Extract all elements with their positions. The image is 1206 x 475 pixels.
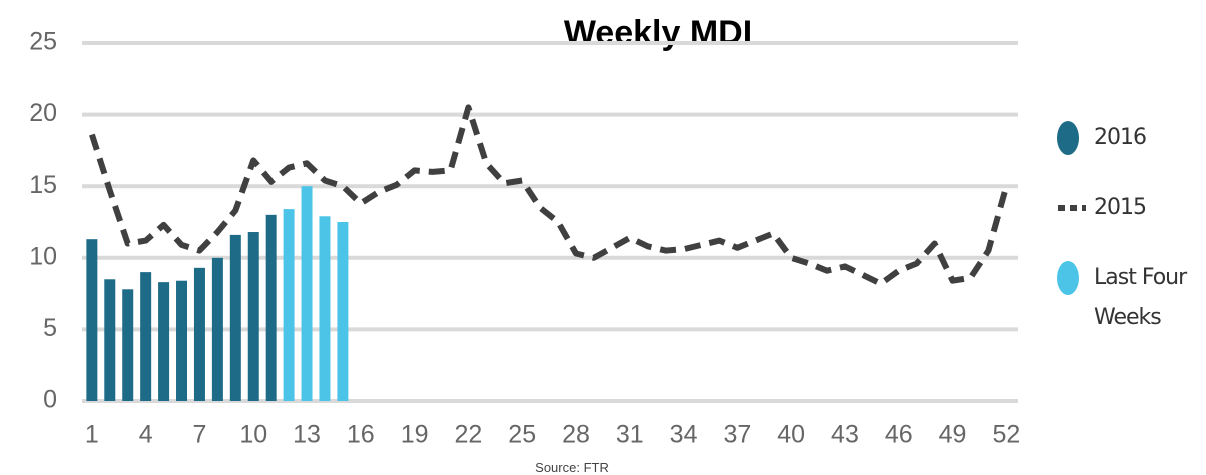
- bar: [140, 272, 152, 401]
- legend-marker: [1058, 205, 1086, 211]
- bar: [86, 239, 98, 401]
- legend-oval: [1057, 261, 1079, 295]
- legend-label: Last Four Weeks: [1094, 265, 1187, 330]
- y-tick-label: 5: [43, 314, 57, 342]
- bar: [211, 257, 223, 401]
- x-tick-label: 28: [562, 421, 590, 449]
- line-2015: [89, 104, 1010, 287]
- legend-item: 2016: [1056, 118, 1196, 158]
- legend-marker: [1057, 121, 1079, 155]
- y-tick-label: 15: [29, 171, 57, 199]
- x-tick-label: 1: [85, 421, 99, 449]
- legend: 2016 2015 Last Four Weeks: [1056, 118, 1196, 368]
- x-tick-label: 49: [939, 421, 967, 449]
- legend-item: 2015: [1056, 188, 1196, 228]
- x-tick-label: 10: [239, 421, 267, 449]
- legend-oval: [1057, 121, 1079, 155]
- legend-swatch: [1056, 258, 1094, 298]
- legend-label: 2016: [1094, 125, 1147, 150]
- x-tick-label: 34: [670, 421, 698, 449]
- bar: [176, 280, 188, 401]
- x-tick-label: 46: [885, 421, 913, 449]
- x-tick-label: 7: [192, 421, 206, 449]
- legend-marker: [1057, 261, 1079, 295]
- x-tick-label: 22: [455, 421, 483, 449]
- y-tick-label: 0: [43, 386, 57, 414]
- bar: [265, 214, 277, 401]
- x-tick-label: 43: [831, 421, 859, 449]
- bar: [337, 222, 349, 401]
- bar: [229, 234, 241, 401]
- legend-label: 2015: [1094, 195, 1147, 220]
- bar: [283, 209, 295, 401]
- bar: [158, 282, 170, 401]
- x-tick-label: 40: [777, 421, 805, 449]
- legend-swatch: [1056, 118, 1094, 158]
- y-tick-label: 10: [29, 242, 57, 270]
- x-tick-label: 25: [508, 421, 536, 449]
- bar: [247, 232, 259, 401]
- x-tick-label: 4: [139, 421, 153, 449]
- chart-title: Weekly MDI: [564, 14, 752, 52]
- y-tick-label: 20: [29, 99, 57, 127]
- legend-item: Last Four Weeks: [1056, 258, 1196, 338]
- bar: [193, 267, 205, 401]
- bar: [301, 186, 313, 401]
- legend-swatch: [1056, 188, 1094, 228]
- x-tick-label: 13: [293, 421, 321, 449]
- x-tick-label: 52: [992, 421, 1020, 449]
- x-tick-label: 19: [401, 421, 429, 449]
- y-tick-label: 25: [29, 28, 57, 56]
- x-tick-label: 16: [347, 421, 375, 449]
- bar: [319, 216, 331, 401]
- x-tick-label: 37: [723, 421, 751, 449]
- source-note: Source: FTR: [535, 460, 609, 475]
- bar: [122, 289, 134, 401]
- bar: [104, 279, 116, 401]
- x-tick-label: 31: [616, 421, 644, 449]
